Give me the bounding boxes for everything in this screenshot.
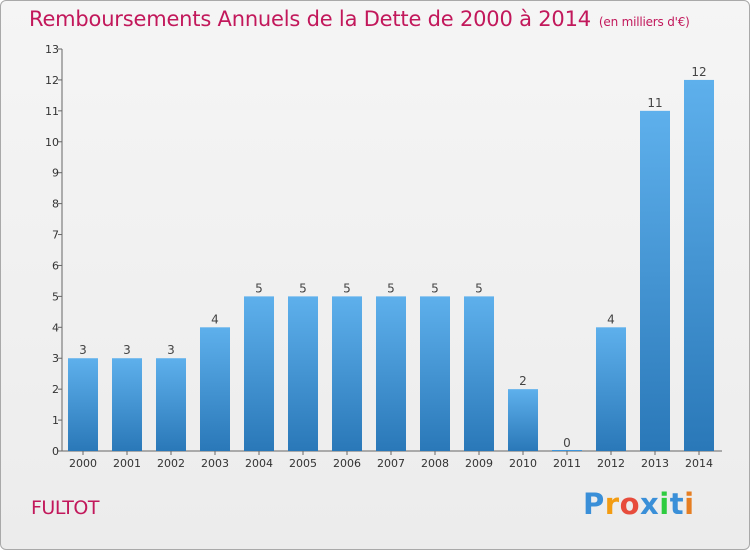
bar <box>112 358 142 451</box>
x-tick-label: 2004 <box>245 457 273 470</box>
bar <box>640 110 670 451</box>
x-tick-label: 2002 <box>157 457 185 470</box>
bar <box>508 389 538 451</box>
proxiti-logo: Proxiti <box>583 487 695 521</box>
data-label: 4 <box>607 312 615 326</box>
x-tick-label: 2011 <box>553 457 581 470</box>
y-tick-label: 8 <box>52 198 59 211</box>
x-tick-label: 2007 <box>377 457 405 470</box>
x-tick-label: 2013 <box>641 457 669 470</box>
data-label: 5 <box>299 281 307 295</box>
chart-bars <box>68 79 714 451</box>
logo-letter: o <box>619 487 641 521</box>
logo-letter: r <box>604 487 620 521</box>
data-label: 5 <box>255 281 263 295</box>
data-label: 12 <box>691 65 706 79</box>
y-tick-label: 11 <box>45 105 59 118</box>
data-label: 3 <box>167 343 175 357</box>
y-tick-label: 12 <box>45 74 59 87</box>
y-tick-label: 1 <box>52 414 59 427</box>
logo-letter: P <box>583 487 605 521</box>
x-tick-label: 2012 <box>597 457 625 470</box>
chart-subtitle: (en milliers d'€) <box>598 15 690 29</box>
y-tick-label: 13 <box>45 43 59 56</box>
bar <box>684 79 714 451</box>
chart-labels: 2000 3 2001 3 2002 3 2003 4 2004 5 2005 5 2006 5 2007 5… <box>69 65 713 470</box>
logo-letter: i <box>684 487 695 521</box>
bar <box>156 358 186 451</box>
bar <box>552 450 582 451</box>
data-label: 5 <box>431 281 439 295</box>
bar <box>332 296 362 451</box>
y-tick-label: 4 <box>52 321 59 334</box>
bar <box>420 296 450 451</box>
x-tick-label: 2008 <box>421 457 449 470</box>
y-tick-label: 2 <box>52 383 59 396</box>
bar <box>464 296 494 451</box>
chart-title: Remboursements Annuels de la Dette de 20… <box>29 7 690 31</box>
data-label: 2 <box>519 374 527 388</box>
data-label: 5 <box>475 281 483 295</box>
commune-name: FULTOT <box>31 497 99 519</box>
bar <box>68 358 98 451</box>
y-tick-label: 9 <box>52 167 59 180</box>
y-tick-label: 0 <box>52 445 59 458</box>
x-tick-label: 2014 <box>685 457 713 470</box>
bar <box>244 296 274 451</box>
x-tick-label: 2005 <box>289 457 317 470</box>
y-tick-label: 6 <box>52 259 59 272</box>
data-label: 3 <box>123 343 131 357</box>
data-label: 5 <box>387 281 395 295</box>
x-tick-label: 2010 <box>509 457 537 470</box>
x-tick-label: 2003 <box>201 457 229 470</box>
data-label: 0 <box>563 436 571 450</box>
y-tick-label: 3 <box>52 352 59 365</box>
x-tick-label: 2001 <box>113 457 141 470</box>
y-tick-label: 7 <box>52 229 59 242</box>
logo-letter: i <box>659 487 670 521</box>
logo-letter: x <box>640 487 660 521</box>
x-tick-label: 2000 <box>69 457 97 470</box>
data-label: 4 <box>211 312 219 326</box>
data-label: 5 <box>343 281 351 295</box>
bar <box>596 327 626 451</box>
data-label: 3 <box>79 343 87 357</box>
bar <box>376 296 406 451</box>
bar <box>288 296 318 451</box>
x-tick-label: 2006 <box>333 457 361 470</box>
y-tick-label: 5 <box>52 290 59 303</box>
y-tick-label: 10 <box>45 136 59 149</box>
logo-letter: t <box>669 487 685 521</box>
data-label: 11 <box>647 96 662 110</box>
bar <box>200 327 230 451</box>
chart-title-text: Remboursements Annuels de la Dette de 20… <box>29 7 591 31</box>
x-tick-label: 2009 <box>465 457 493 470</box>
